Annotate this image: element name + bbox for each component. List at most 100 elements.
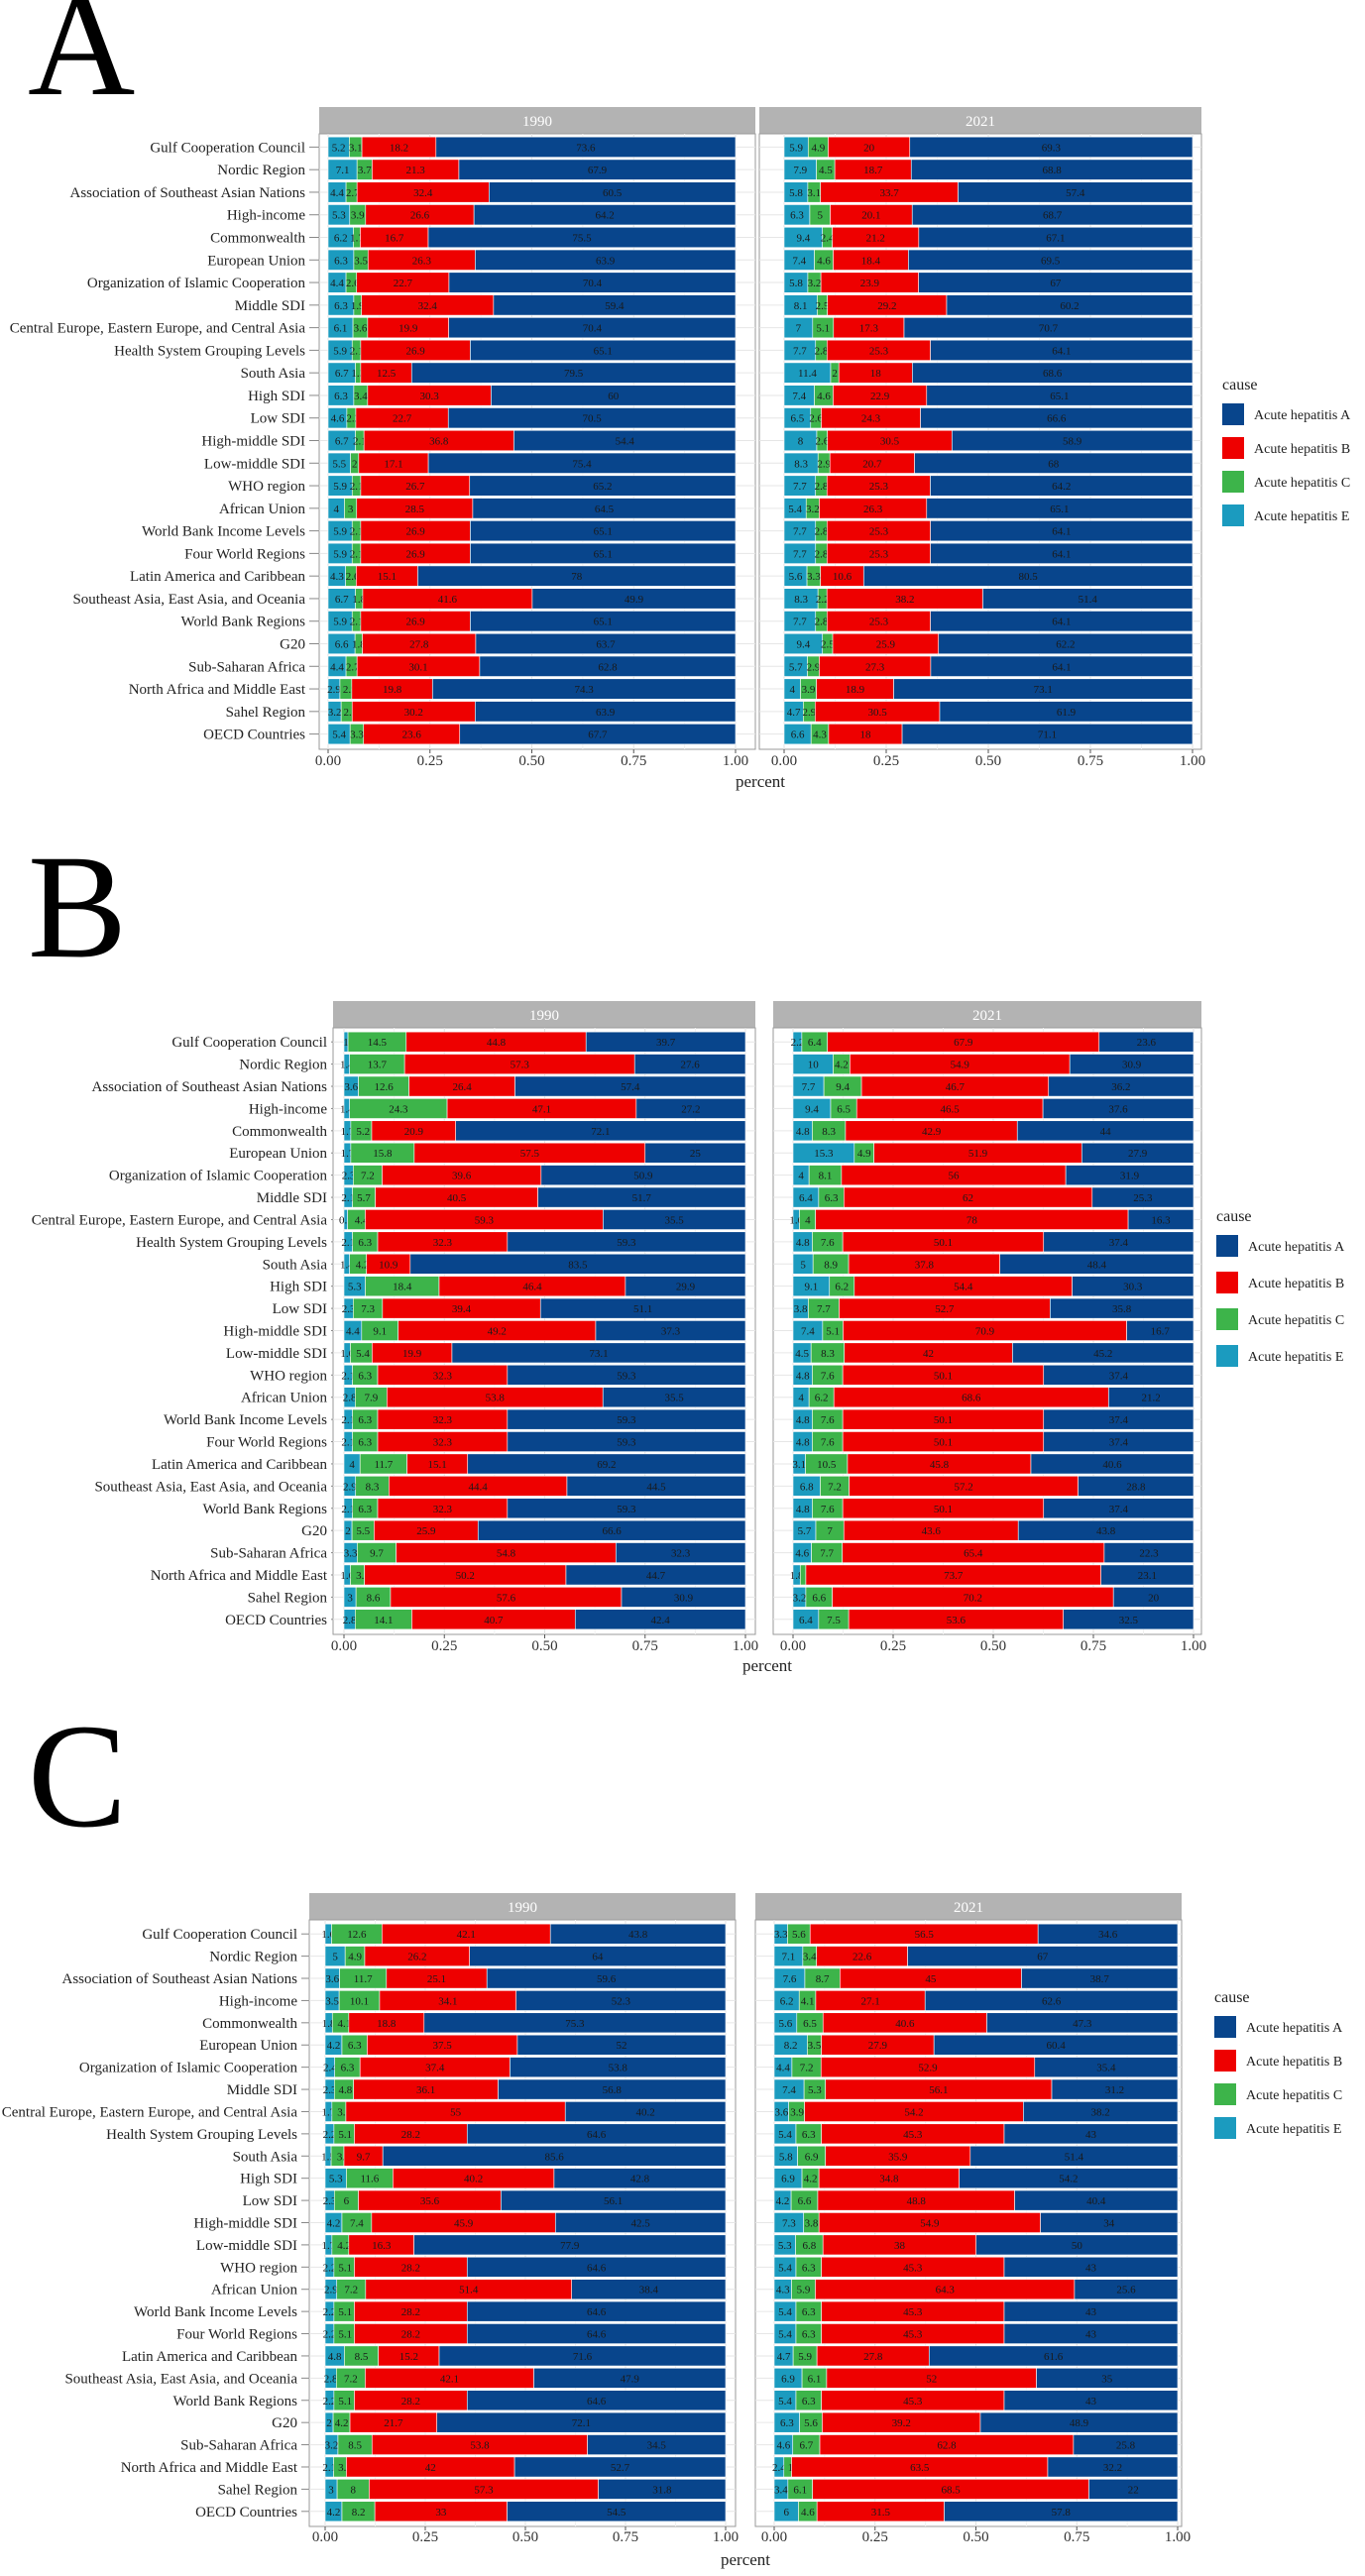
data-label: 5.9	[333, 548, 347, 560]
data-label: 37.4	[1109, 1414, 1129, 1426]
bar-segment-acute-hepatitis-a	[466, 2300, 727, 2322]
bar-segment-acute-hepatitis-a	[1016, 1120, 1194, 1142]
region-label: Sahel Region	[226, 705, 306, 721]
data-label: 25	[690, 1148, 702, 1160]
data-label: 5.6	[779, 2018, 793, 2030]
legend-title: cause	[1216, 1208, 1252, 1225]
data-label: 60.5	[603, 187, 623, 199]
data-label: 31.2	[1105, 2084, 1124, 2096]
data-label: 43	[1085, 2396, 1097, 2408]
data-label: 39.4	[452, 1303, 472, 1315]
data-label: 25.3	[869, 481, 889, 493]
region-label: Gulf Cooperation Council	[142, 1927, 297, 1943]
legend-swatch	[1214, 2083, 1236, 2105]
data-label: 28.2	[401, 2129, 420, 2141]
data-label: 20.1	[861, 210, 880, 222]
region-label: African Union	[241, 1391, 328, 1406]
data-label: 51.1	[633, 1303, 652, 1315]
x-tick-label: 0.00	[312, 2529, 338, 2545]
bar-segment-acute-hepatitis-a	[455, 1120, 746, 1142]
data-label: 40.4	[1086, 2195, 1106, 2207]
bar-segment-acute-hepatitis-a	[507, 1364, 746, 1386]
bar-segment-acute-hepatitis-a	[470, 339, 737, 361]
legend-entry-label: Acute hepatitis E	[1248, 1350, 1343, 1365]
data-label: 9.4	[796, 639, 810, 651]
data-label: 7.1	[336, 165, 350, 176]
data-label: 46.7	[946, 1081, 966, 1093]
legend-swatch	[1216, 1308, 1238, 1330]
data-label: 2.1	[341, 1192, 355, 1204]
bar-segment-acute-hepatitis-a	[1078, 1475, 1194, 1497]
region-label: Low SDI	[251, 411, 305, 427]
data-label: 3.4	[774, 2484, 788, 2496]
data-label: 8.3	[821, 1348, 835, 1360]
region-label: Low SDI	[243, 2193, 297, 2209]
data-label: 4.3	[813, 729, 827, 741]
bar-segment-acute-hepatitis-a	[1073, 2434, 1179, 2455]
data-label: 23.6	[402, 729, 422, 741]
region-label: OECD Countries	[195, 2505, 297, 2520]
data-label: 2.9	[324, 2285, 338, 2296]
bar-segment-acute-hepatitis-a	[909, 136, 1194, 158]
data-label: 28.2	[401, 2262, 420, 2274]
bar-segment-acute-hepatitis-a	[595, 1320, 746, 1341]
data-label: 5.1	[338, 2129, 352, 2141]
data-label: 29.2	[877, 300, 896, 312]
bar-segment-acute-hepatitis-a	[598, 2479, 727, 2500]
data-label: 22	[1128, 2484, 1139, 2496]
data-label: 68.7	[1043, 210, 1063, 222]
data-label: 51.9	[968, 1148, 988, 1160]
data-label: 5.3	[808, 2084, 822, 2096]
data-label: 35.6	[420, 2195, 440, 2207]
data-label: 26.2	[407, 1952, 426, 1963]
region-label: African Union	[219, 502, 306, 517]
data-label: 25.9	[416, 1525, 436, 1537]
bar-segment-acute-hepatitis-a	[1127, 1209, 1194, 1230]
data-label: 58.9	[1063, 436, 1082, 448]
data-label: 6	[783, 2507, 789, 2519]
data-label: 59.3	[617, 1414, 636, 1426]
data-label: 45.3	[903, 2306, 923, 2318]
data-label: 5.6	[804, 2417, 818, 2429]
bar-segment-acute-hepatitis-a	[1088, 2479, 1179, 2500]
data-label: 37.8	[915, 1259, 935, 1271]
bar-segment-acute-hepatitis-a	[1074, 2279, 1179, 2300]
legend-entry-label: Acute hepatitis A	[1248, 1240, 1345, 1255]
data-label: 7	[827, 1525, 833, 1537]
data-label: 42.1	[440, 2373, 459, 2385]
bar-segment-acute-hepatitis-a	[928, 2345, 1179, 2367]
data-label: 2.2	[323, 2306, 337, 2318]
data-label: 25.3	[1133, 1192, 1153, 1204]
data-label: 5.9	[333, 481, 347, 493]
region-label: South Asia	[233, 2149, 298, 2165]
data-label: 36.2	[1111, 1081, 1130, 1093]
facet-strip	[333, 1001, 755, 1028]
region-label: Middle SDI	[227, 2082, 297, 2098]
data-label: 4.2	[327, 2507, 341, 2519]
bar-segment-acute-hepatitis-a	[475, 701, 737, 723]
region-label: High SDI	[240, 2172, 297, 2187]
data-label: 4.6	[331, 413, 345, 425]
region-label: G20	[301, 1523, 327, 1539]
data-label: 5.9	[797, 2285, 811, 2296]
data-label: 75.4	[572, 458, 592, 470]
data-label: 38.2	[895, 594, 914, 606]
bar-segment-acute-hepatitis-a	[470, 542, 737, 564]
bar-segment-acute-hepatitis-a	[451, 1342, 746, 1364]
data-label: 3.5	[354, 255, 368, 267]
data-label: 32.3	[433, 1370, 453, 1382]
bar-segment-acute-hepatitis-a	[635, 1098, 746, 1119]
data-label: 32.3	[433, 1504, 453, 1515]
region-label: Sub-Saharan Africa	[180, 2438, 297, 2454]
bar-segment-acute-hepatitis-a	[903, 317, 1194, 339]
data-label: 5.4	[778, 2396, 792, 2408]
region-label: Sahel Region	[248, 1590, 328, 1606]
data-label: 67	[1037, 1952, 1049, 1963]
data-label: 5	[817, 210, 823, 222]
data-label: 2.9	[807, 661, 821, 673]
bar-segment-acute-hepatitis-a	[475, 632, 737, 655]
data-label: 15.1	[428, 1459, 447, 1471]
data-label: 35.9	[888, 2151, 908, 2163]
data-label: 21.7	[384, 2417, 403, 2429]
region-label: High-middle SDI	[193, 2216, 297, 2232]
